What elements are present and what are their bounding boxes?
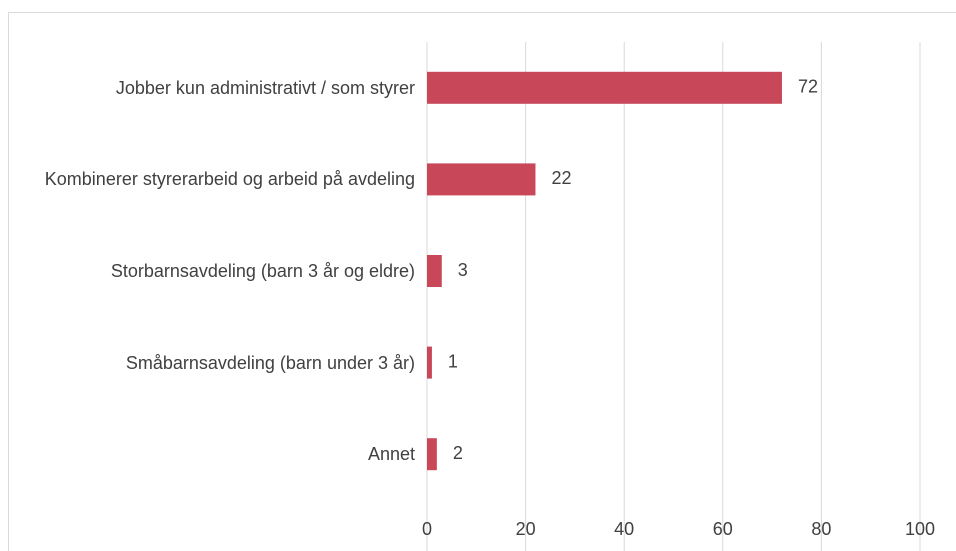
x-tick-label: 100 [905,519,935,539]
y-tick-label: Kombinerer styrerarbeid og arbeid på avd… [44,169,415,190]
bar [427,346,432,379]
y-tick-label: Annet [367,444,415,465]
bar [427,255,442,287]
data-label: 22 [551,168,571,188]
x-tick-label: 60 [713,519,733,539]
data-label: 72 [798,77,818,97]
x-tick-label: 80 [811,519,831,539]
category-label-box: Storbarnsavdeling (barn 3 år og eldre) [111,258,415,284]
category-label-box: Småbarnsavdeling (barn under 3 år) [126,350,415,376]
bar [427,438,437,471]
x-tick-label: 20 [516,519,536,539]
chart-frame [8,12,956,551]
data-label: 1 [448,351,458,371]
category-label-box: Annet [368,441,415,467]
x-tick-label: 0 [422,519,432,539]
x-tick-label: 40 [614,519,634,539]
y-tick-label: Småbarnsavdeling (barn under 3 år) [125,352,415,373]
data-label: 3 [458,260,468,280]
bar [427,71,782,104]
y-tick-label: Jobber kun administrativt / som styrer [115,77,415,98]
category-label-box: Kombinerer styrerarbeid og arbeid på avd… [45,166,415,192]
y-tick-label: Storbarnsavdeling (barn 3 år og eldre) [110,261,415,281]
data-label: 2 [453,443,463,463]
category-label-box: Jobber kun administrativt / som styrer [116,75,415,101]
bar [427,163,536,196]
